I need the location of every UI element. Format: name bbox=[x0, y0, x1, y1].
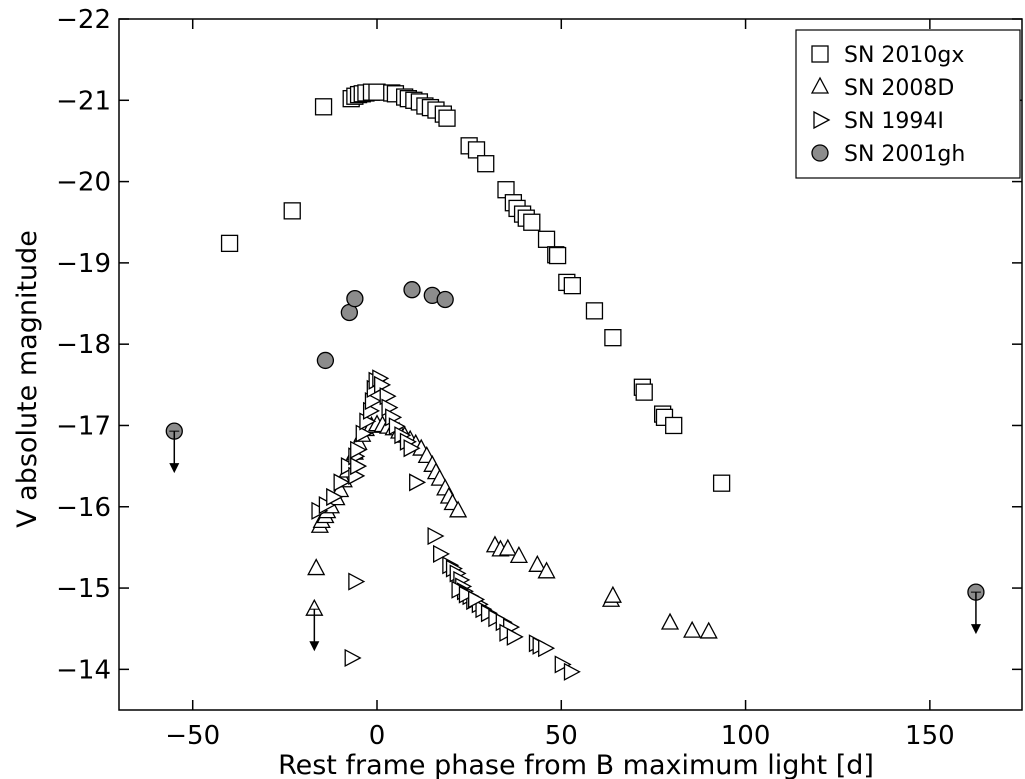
x-tick-label: 0 bbox=[369, 721, 386, 751]
point-sn-2010gx bbox=[220, 234, 239, 253]
point-sn-2008d bbox=[660, 612, 680, 630]
legend-marker-sn-2008d bbox=[810, 76, 830, 94]
point-sn-1994i bbox=[427, 526, 445, 546]
y-tick-label: −18 bbox=[56, 330, 111, 360]
legend-label-sn-2010gx: SN 2010gx bbox=[844, 43, 964, 68]
point-sn-2010gx bbox=[467, 141, 486, 159]
x-tick-label: 100 bbox=[721, 721, 771, 751]
point-sn-2010gx bbox=[283, 202, 301, 220]
series-sn-2010gx bbox=[220, 83, 731, 492]
data-markers bbox=[165, 83, 985, 681]
point-sn-2010gx bbox=[314, 98, 333, 116]
legend-marker-sn-2001gh bbox=[811, 144, 829, 162]
point-sn-1994i bbox=[364, 391, 382, 411]
x-tick-label: 50 bbox=[545, 721, 578, 751]
point-sn-1994i bbox=[350, 457, 368, 476]
plot-area bbox=[118, 18, 1023, 711]
point-sn-2001gh bbox=[403, 281, 421, 299]
series-sn-2008d bbox=[305, 414, 718, 639]
upper-limit-arrowhead bbox=[169, 463, 180, 474]
x-tick-label: −50 bbox=[165, 721, 220, 751]
point-sn-1994i bbox=[468, 590, 486, 609]
point-sn-1994i bbox=[563, 662, 581, 681]
legend-marker-sn-2010gx bbox=[811, 45, 829, 63]
legend-label-sn-2008d: SN 2008D bbox=[844, 76, 954, 101]
point-sn-1994i bbox=[403, 439, 421, 458]
point-sn-1994i bbox=[409, 473, 427, 492]
legend-marker-sn-1994i bbox=[813, 110, 831, 130]
legend: SN 2010gx SN 2008D SN 1994I SN 2001gh bbox=[795, 29, 1021, 179]
legend-box bbox=[795, 29, 1021, 179]
point-sn-1994i bbox=[458, 585, 476, 604]
y-tick-label: −16 bbox=[56, 493, 111, 523]
point-sn-2010gx bbox=[368, 83, 386, 101]
point-sn-2010gx bbox=[537, 230, 556, 248]
point-sn-1994i bbox=[344, 648, 362, 668]
upper-limit-arrowhead bbox=[309, 641, 320, 652]
point-sn-2008d bbox=[509, 545, 528, 564]
point-sn-1994i bbox=[350, 440, 368, 459]
y-tick-label: −22 bbox=[56, 5, 111, 35]
point-sn-2008d bbox=[537, 561, 556, 579]
point-sn-1994i bbox=[506, 627, 524, 646]
point-sn-2008d bbox=[498, 538, 517, 556]
y-tick-label: −17 bbox=[56, 411, 111, 441]
point-sn-1994i bbox=[348, 572, 366, 591]
legend-label-sn-1994i: SN 1994I bbox=[844, 109, 944, 134]
point-sn-2010gx bbox=[585, 302, 604, 320]
point-sn-2001gh bbox=[436, 290, 454, 309]
point-sn-2008d bbox=[528, 554, 547, 572]
point-sn-2010gx bbox=[635, 383, 653, 401]
point-sn-2008d bbox=[603, 585, 622, 603]
y-tick-label: −21 bbox=[56, 86, 111, 116]
point-sn-1994i bbox=[326, 487, 344, 507]
point-sn-2010gx bbox=[477, 155, 495, 173]
point-sn-2008d bbox=[449, 500, 468, 518]
point-sn-2010gx bbox=[438, 109, 456, 127]
series-sn-2001gh bbox=[165, 281, 985, 601]
y-tick-label: −14 bbox=[56, 655, 111, 685]
point-sn-1994i bbox=[333, 473, 351, 492]
x-tick-label: 150 bbox=[905, 721, 955, 751]
point-sn-1994i bbox=[538, 639, 556, 658]
point-sn-2010gx bbox=[563, 276, 581, 295]
y-tick-label: −15 bbox=[56, 574, 111, 604]
point-sn-2001gh bbox=[346, 290, 364, 308]
series-sn-1994i bbox=[311, 369, 581, 681]
point-sn-1994i bbox=[554, 655, 572, 674]
point-sn-2008d bbox=[307, 558, 326, 576]
point-sn-2010gx bbox=[665, 416, 683, 435]
point-sn-2010gx bbox=[548, 246, 567, 265]
point-sn-2001gh bbox=[316, 351, 335, 370]
upper-limit-arrowhead bbox=[970, 624, 981, 635]
point-sn-1994i bbox=[433, 544, 451, 563]
legend-label-sn-2001gh: SN 2001gh bbox=[844, 142, 965, 167]
point-sn-2008d bbox=[683, 620, 702, 638]
x-axis-label: Rest frame phase from B maximum light [d… bbox=[278, 750, 874, 779]
point-sn-2010gx bbox=[604, 329, 622, 347]
upper-limit-arrows bbox=[169, 430, 981, 652]
point-sn-2010gx bbox=[712, 474, 731, 492]
y-axis-label: V absolute magnitude bbox=[12, 230, 43, 528]
plot-frame bbox=[118, 18, 1023, 711]
y-tick-label: −19 bbox=[56, 249, 111, 279]
y-tick-label: −20 bbox=[56, 168, 111, 198]
axis-ticks: −50 0 50 100 150 −14 −15 −16 −17 −18 −19 −20 −21 −22 bbox=[56, 5, 1022, 751]
point-sn-2008d bbox=[699, 621, 718, 639]
point-sn-2010gx bbox=[523, 213, 541, 231]
